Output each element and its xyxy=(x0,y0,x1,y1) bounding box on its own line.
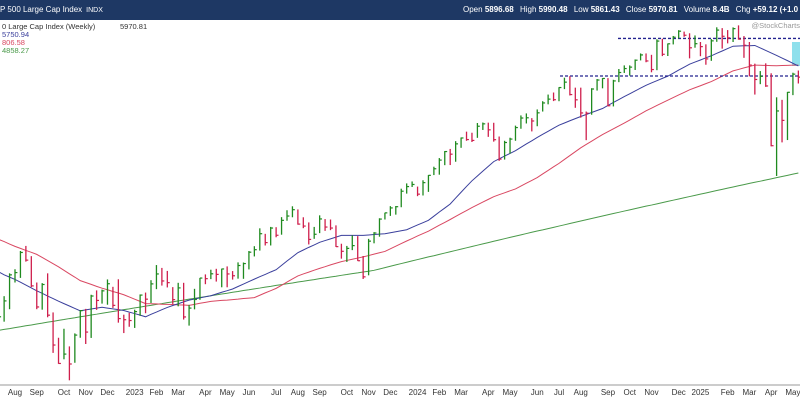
x-tick-label: Sep xyxy=(313,388,328,397)
x-tick-label: Mar xyxy=(171,388,185,397)
x-tick-label: May xyxy=(785,388,800,397)
highlight-box xyxy=(792,42,800,66)
quote-value: +59.12 (+1.0 xyxy=(752,5,799,14)
quote-value: 5896.68 xyxy=(484,5,514,14)
x-tick-label: Dec xyxy=(100,388,114,397)
header-bar: P 500 Large Cap Index INDX Open 5896.68 H… xyxy=(0,0,800,20)
quote-value: 8.4B xyxy=(712,5,730,14)
quote-label: High xyxy=(519,5,537,14)
x-tick-label: Jun xyxy=(531,388,544,397)
x-tick-label: Jul xyxy=(271,388,281,397)
moving-average-line xyxy=(0,172,799,331)
x-tick-label: Jun xyxy=(242,388,255,397)
x-tick-label: 2025 xyxy=(692,388,710,397)
x-tick-label: Oct xyxy=(341,388,354,397)
x-tick-label: 2024 xyxy=(409,388,427,397)
x-tick-label: Feb xyxy=(432,388,446,397)
quote-label: Volume xyxy=(683,5,711,14)
quote-label: Open xyxy=(463,5,483,14)
exchange: INDX xyxy=(86,7,103,14)
x-tick-label: May xyxy=(502,388,517,397)
x-tick-label: 2023 xyxy=(126,388,144,397)
x-tick-label: Aug xyxy=(291,388,305,397)
legend-value: 5750.94 xyxy=(2,30,29,39)
quote-value: 5990.48 xyxy=(538,5,568,14)
title: P 500 Large Cap Index INDX xyxy=(0,5,103,14)
x-tick-label: Feb xyxy=(150,388,164,397)
quote-label: Close xyxy=(625,5,647,14)
x-tick-label: Dec xyxy=(383,388,397,397)
moving-average-line xyxy=(0,44,799,318)
x-tick-label: Apr xyxy=(765,388,778,397)
quote-value: 5861.43 xyxy=(590,5,620,14)
x-tick-label: Aug xyxy=(574,388,588,397)
legend-value: 4858.27 xyxy=(2,46,29,55)
quote-value: 5970.81 xyxy=(648,5,678,14)
x-tick-label: Apr xyxy=(482,388,495,397)
x-tick-label: Mar xyxy=(454,388,468,397)
x-tick-label: Nov xyxy=(79,388,93,397)
x-tick-label: Mar xyxy=(743,388,757,397)
x-tick-label: Sep xyxy=(601,388,616,397)
x-tick-label: May xyxy=(220,388,235,397)
x-tick-label: Feb xyxy=(721,388,735,397)
quote-label: Low xyxy=(573,5,589,14)
x-tick-label: Nov xyxy=(361,388,375,397)
x-tick-label: Dec xyxy=(672,388,686,397)
quote: Open 5896.68 High 5990.48 Low 5861.43 Cl… xyxy=(463,5,800,14)
legend-value: 5970.81 xyxy=(120,22,147,31)
legend-value: 806.58 xyxy=(2,38,25,47)
legend-title: 0 Large Cap Index (Weekly) xyxy=(2,22,96,31)
x-tick-label: Oct xyxy=(623,388,636,397)
quote-label: Chg xyxy=(735,5,751,14)
watermark: @StockCharts xyxy=(752,21,800,30)
x-tick-label: Aug xyxy=(8,388,22,397)
x-tick-label: Jul xyxy=(554,388,564,397)
x-tick-label: Oct xyxy=(58,388,71,397)
x-tick-label: Sep xyxy=(30,388,45,397)
x-tick-label: Nov xyxy=(644,388,658,397)
moving-average-line xyxy=(0,64,799,306)
title-text: P 500 Large Cap Index xyxy=(0,5,83,14)
x-tick-label: Apr xyxy=(199,388,212,397)
